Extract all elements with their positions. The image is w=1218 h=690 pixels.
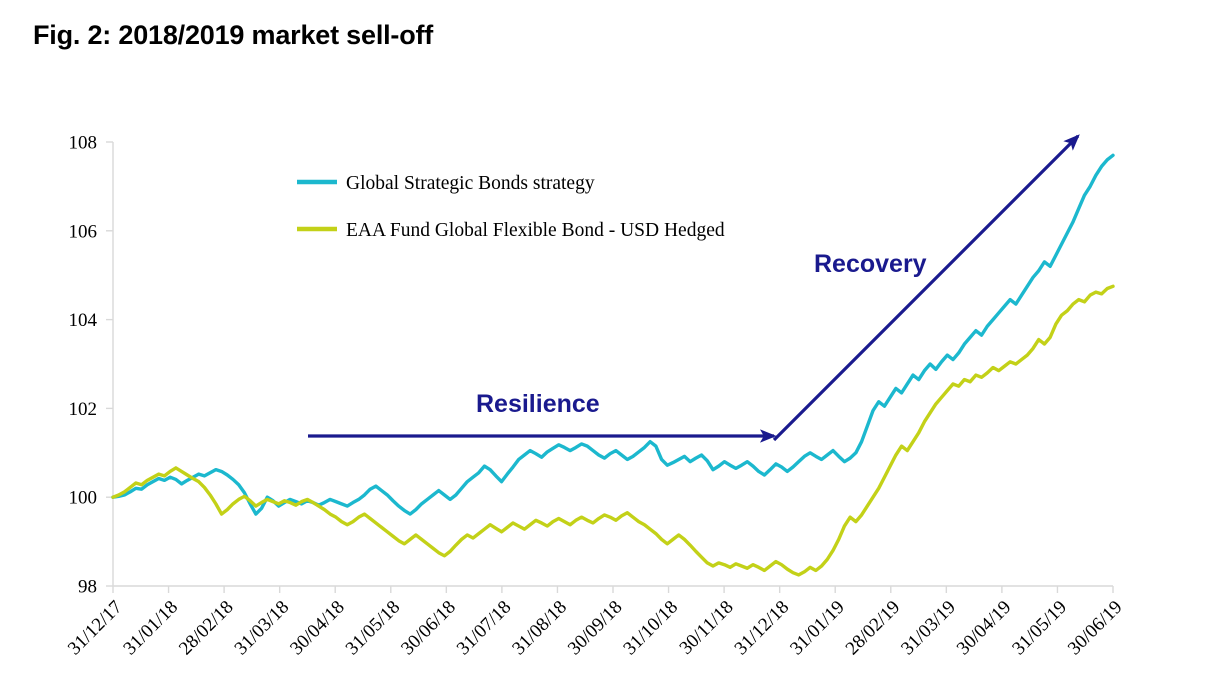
x-axis-tick-label: 31/03/18	[231, 597, 294, 660]
x-axis-tick-label: 31/12/17	[64, 597, 127, 660]
x-axis-tick-label: 31/05/18	[342, 597, 405, 660]
y-axis-tick-label: 98	[78, 577, 97, 598]
x-axis-tick-label: 30/11/18	[676, 597, 738, 659]
series-line-cyan	[111, 153, 1115, 516]
chart-legend: Global Strategic Bonds strategy EAA Fund …	[297, 173, 725, 241]
x-axis-tick-label: 31/10/18	[619, 597, 682, 660]
x-axis-tick-label: 30/04/18	[286, 597, 349, 660]
x-axis-tick-label: 30/06/18	[397, 597, 460, 660]
x-axis-tick-label: 31/03/19	[897, 597, 960, 660]
page-title: Fig. 2: 2018/2019 market sell-off	[33, 20, 434, 50]
x-axis-tick-label: 31/01/18	[119, 597, 182, 660]
x-axis-tick-label: 31/07/18	[453, 597, 516, 660]
x-axis-tick-label: 30/09/18	[564, 597, 627, 660]
annotation-label-resilience: Resilience	[476, 390, 600, 418]
y-axis-tick-label: 102	[69, 399, 98, 420]
x-axis: 31/12/1731/01/1828/02/1831/03/1830/04/18…	[64, 585, 1127, 660]
x-axis-tick-label: 31/08/18	[508, 597, 571, 660]
x-axis-tick-label: 28/02/19	[842, 597, 905, 660]
x-axis-tick-label: 31/05/19	[1008, 597, 1071, 660]
y-axis-tick-label: 104	[69, 310, 98, 331]
annotation-label-recovery: Recovery	[814, 250, 927, 278]
y-axis-tick-label: 100	[69, 488, 98, 509]
x-axis-tick-label: 30/06/19	[1064, 597, 1127, 660]
y-axis: 98 100 102 104 106 108	[69, 133, 114, 598]
y-axis-tick-label: 106	[69, 221, 98, 242]
legend-label-olive: EAA Fund Global Flexible Bond - USD Hedg…	[346, 220, 725, 241]
x-axis-tick-label: 30/04/19	[953, 597, 1016, 660]
annotation-arrow-recovery	[772, 134, 1080, 442]
legend-label-cyan: Global Strategic Bonds strategy	[346, 173, 595, 194]
x-axis-tick-label: 28/02/18	[175, 597, 238, 660]
series-line-olive	[111, 284, 1115, 577]
y-axis-tick-label: 108	[69, 133, 98, 154]
x-axis-tick-label: 31/01/19	[786, 597, 849, 660]
chart-annotations: Resilience Recovery	[308, 134, 1080, 443]
x-axis-tick-label: 31/12/18	[731, 597, 794, 660]
series-lines	[111, 153, 1115, 577]
